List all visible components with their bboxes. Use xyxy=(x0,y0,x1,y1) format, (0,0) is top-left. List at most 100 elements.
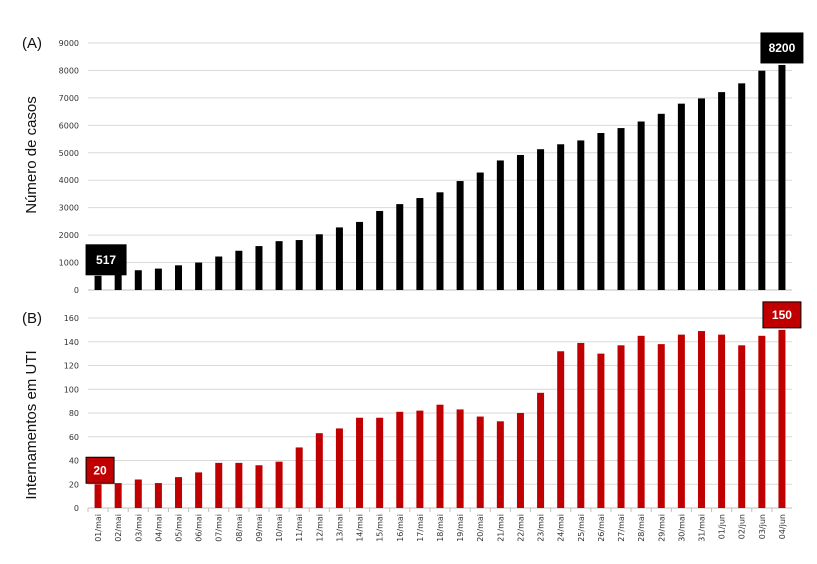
x-tick-label: 04/mai xyxy=(154,514,163,542)
x-tick-label: 02/jun xyxy=(738,514,747,539)
bar-02/jun xyxy=(738,345,746,508)
x-tick-label: 03/mai xyxy=(134,514,143,542)
x-tick-label: 03/jun xyxy=(758,514,767,539)
bar-07/mai xyxy=(215,256,223,290)
bar-14/mai xyxy=(356,417,364,508)
bar-20/mai xyxy=(476,172,484,290)
y-tick-label: 5000 xyxy=(59,149,79,158)
bar-18/mai xyxy=(436,404,444,508)
x-tick-label: 21/mai xyxy=(496,514,505,542)
bar-30/mai xyxy=(677,103,685,290)
bar-17/mai xyxy=(416,198,424,290)
bar-29/mai xyxy=(657,113,665,290)
bar-08/mai xyxy=(235,462,243,508)
y-tick-label: 0 xyxy=(74,504,79,513)
x-tick-label: 07/mai xyxy=(215,514,224,542)
y-tick-label: 7000 xyxy=(59,94,79,103)
panel-label: (B) xyxy=(22,310,42,327)
bar-11/mai xyxy=(295,240,303,290)
x-tick-label: 31/mai xyxy=(697,514,706,542)
bar-14/mai xyxy=(356,221,364,290)
shared-x-axis: 01/mai 02/mai 03/mai 04/mai 05/mai 06/mai 07/m… xyxy=(87,508,787,542)
bar-26/mai xyxy=(597,133,605,290)
data-callout-label: 8200 xyxy=(769,41,796,55)
bar-01/jun xyxy=(718,334,726,508)
panel-a-chart: 0 1000 2000 3000 4000 5000 6000 7000 8000 9000 517… xyxy=(22,32,804,295)
x-tick-label: 28/mai xyxy=(637,514,646,542)
bar-04/jun xyxy=(778,329,786,508)
bar-04/jun xyxy=(778,64,786,290)
y-tick-label: 100 xyxy=(64,385,79,394)
bar-06/mai xyxy=(195,262,203,290)
bar-12/mai xyxy=(315,234,323,290)
bar-13/mai xyxy=(335,428,343,508)
data-callout-label: 20 xyxy=(93,463,107,477)
bar-16/mai xyxy=(396,204,404,290)
bar-17/mai xyxy=(416,410,424,508)
bar-01/mai xyxy=(94,484,102,508)
x-tick-label: 13/mai xyxy=(335,514,344,542)
bar-08/mai xyxy=(235,250,243,290)
x-tick-label: 09/mai xyxy=(255,514,264,542)
bar-02/mai xyxy=(114,272,122,290)
x-tick-label: 29/mai xyxy=(657,514,666,542)
bar-04/mai xyxy=(154,483,162,508)
x-tick-label: 01/jun xyxy=(718,514,727,539)
x-tick-label: 27/mai xyxy=(617,514,626,542)
x-tick-label: 10/mai xyxy=(275,514,284,542)
x-tick-label: 15/mai xyxy=(376,514,385,542)
panel-label: (A) xyxy=(22,35,42,52)
bar-15/mai xyxy=(376,417,384,508)
x-tick-label: 30/mai xyxy=(677,514,686,542)
bar-16/mai xyxy=(396,411,404,508)
bar-04/mai xyxy=(154,268,162,290)
bar-15/mai xyxy=(376,210,384,290)
x-tick-label: 22/mai xyxy=(516,514,525,542)
y-tick-label: 8000 xyxy=(59,66,79,75)
y-tick-label: 6000 xyxy=(59,121,79,130)
x-tick-label: 01/mai xyxy=(94,514,103,542)
bar-24/mai xyxy=(557,144,565,290)
bar-23/mai xyxy=(537,149,545,290)
bar-28/mai xyxy=(637,335,645,508)
x-tick-label: 06/mai xyxy=(195,514,204,542)
y-tick-label: 4000 xyxy=(59,176,79,185)
bar-23/mai xyxy=(537,392,545,508)
x-tick-label: 18/mai xyxy=(436,514,445,542)
y-tick-label: 2000 xyxy=(59,231,79,240)
bar-13/mai xyxy=(335,227,343,290)
x-tick-label: 17/mai xyxy=(416,514,425,542)
y-tick-label: 80 xyxy=(69,409,79,418)
bar-31/mai xyxy=(697,331,705,508)
bar-27/mai xyxy=(617,128,625,290)
y-tick-label: 0 xyxy=(74,286,79,295)
x-tick-label: 11/mai xyxy=(295,514,304,542)
data-callout-label: 517 xyxy=(96,253,116,267)
y-tick-label: 60 xyxy=(69,433,79,442)
bar-27/mai xyxy=(617,345,625,508)
bar-01/jun xyxy=(718,92,726,291)
panel-b-chart: 0 20 40 60 80 100 120 140 160 20 150 (B) Internament… xyxy=(22,301,802,513)
data-callout-box xyxy=(85,244,127,276)
data-callout-box xyxy=(85,456,115,484)
bar-02/mai xyxy=(114,483,122,508)
x-tick-label: 16/mai xyxy=(396,514,405,542)
y-tick-label: 160 xyxy=(64,314,79,323)
x-tick-label: 25/mai xyxy=(577,514,586,542)
x-tick-label: 08/mai xyxy=(235,514,244,542)
y-tick-label: 40 xyxy=(69,457,79,466)
bar-05/mai xyxy=(175,265,183,290)
bar-25/mai xyxy=(577,140,585,290)
bar-05/mai xyxy=(175,477,183,508)
bar-19/mai xyxy=(456,181,464,290)
bar-19/mai xyxy=(456,409,464,508)
bar-21/mai xyxy=(496,160,504,290)
data-callout-box xyxy=(760,32,804,64)
bar-26/mai xyxy=(597,353,605,508)
bar-30/mai xyxy=(677,334,685,508)
x-tick-label: 12/mai xyxy=(315,514,324,542)
bar-09/mai xyxy=(255,465,263,508)
x-tick-label: 24/mai xyxy=(557,514,566,542)
x-tick-label: 26/mai xyxy=(597,514,606,542)
